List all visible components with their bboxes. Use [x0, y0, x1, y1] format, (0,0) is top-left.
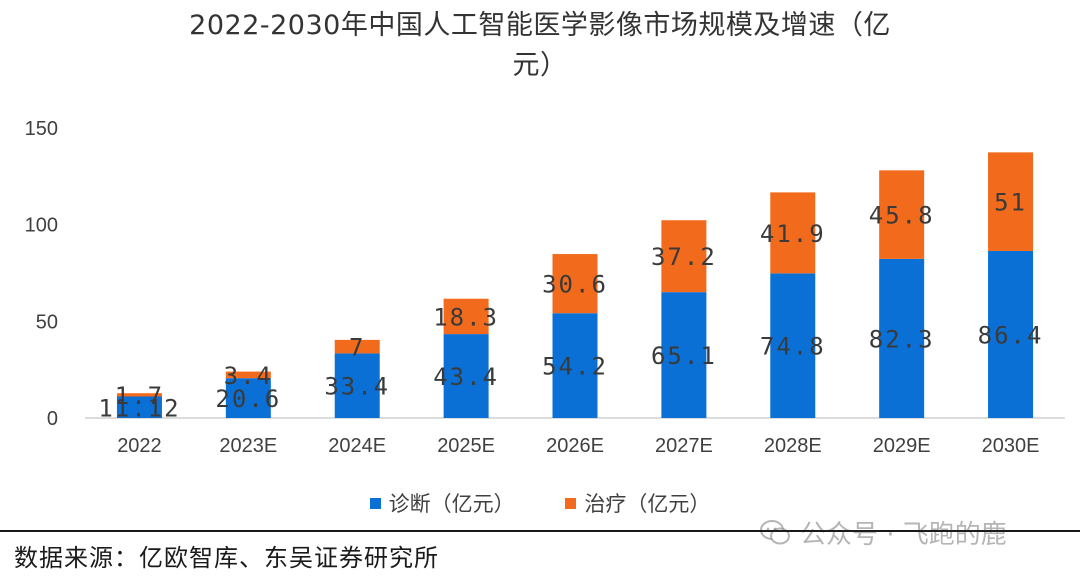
- bar-treatment: [661, 220, 707, 293]
- y-tick-label: 100: [25, 215, 58, 237]
- legend-label-diagnosis: 诊断（亿元）: [388, 492, 515, 516]
- data-labels: 11.121.7 20.63.4 33.4 7 43.4 18.3 54.2 30.6 65.1…: [98, 189, 1044, 423]
- bar-treatment: [225, 371, 271, 379]
- legend-swatch-diagnosis: [369, 497, 381, 509]
- bar-diagnosis: [116, 396, 162, 418]
- x-tick-label: 2029E: [873, 435, 931, 457]
- data-label-diagnosis: 33.4: [324, 373, 390, 401]
- legend-label-treatment: 治疗（亿元）: [584, 492, 711, 516]
- bar-treatment: [879, 170, 925, 259]
- bars: [116, 152, 1034, 418]
- bar-treatment: [770, 192, 816, 274]
- data-label-diagnosis: 20.6: [215, 385, 281, 413]
- watermark: 公众号 · 飞跑的鹿: [760, 514, 1007, 551]
- y-tick-label: 150: [25, 118, 58, 140]
- data-label-diagnosis: 82.3: [869, 325, 935, 353]
- data-label-treatment: 37.2: [651, 243, 717, 271]
- data-label-diagnosis: 43.4: [433, 363, 499, 391]
- chart-title-line1: 2022-2030年中国人工智能医学影像市场规模及增速（亿: [189, 10, 891, 41]
- data-label-treatment: 3.4: [224, 362, 273, 390]
- data-label-diagnosis: 65.1: [651, 342, 717, 370]
- data-label-diagnosis: 86.4: [978, 321, 1044, 349]
- data-label-treatment: 1.7: [115, 382, 164, 410]
- chart-title: 2022-2030年中国人工智能医学影像市场规模及增速（亿 元）: [0, 6, 1080, 86]
- data-label-treatment: 51: [994, 189, 1027, 217]
- bar-diagnosis: [770, 273, 816, 418]
- x-tick-label: 2028E: [764, 435, 822, 457]
- bar-treatment: [334, 339, 380, 354]
- source-note: 数据来源：亿欧智库、东吴证券研究所: [14, 544, 439, 572]
- bar-diagnosis: [988, 250, 1034, 418]
- bar-diagnosis: [879, 258, 925, 418]
- bar-diagnosis: [443, 334, 489, 418]
- bar-diagnosis: [334, 353, 380, 418]
- bar-diagnosis: [225, 378, 271, 418]
- bar-treatment: [443, 298, 489, 335]
- x-tick-label: 2022: [117, 435, 162, 457]
- bar-diagnosis: [661, 292, 707, 418]
- data-label-treatment: 7: [349, 334, 365, 362]
- y-axis: 0 50 100 150: [25, 118, 58, 430]
- bar-treatment: [988, 152, 1034, 251]
- x-tick-label: 2027E: [655, 435, 713, 457]
- legend-swatch-treatment: [565, 497, 577, 509]
- x-tick-label: 2030E: [982, 435, 1040, 457]
- x-axis: 2022 2023E 2024E 2025E 2026E 2027E 2028E 2029E 2…: [85, 417, 1065, 457]
- legend-item-treatment: 治疗（亿元）: [565, 488, 710, 518]
- legend: 诊断（亿元） 治疗（亿元）: [0, 488, 1080, 518]
- legend-item-diagnosis: 诊断（亿元）: [369, 488, 515, 518]
- watermark-text: 公众号 · 飞跑的鹿: [800, 520, 1007, 550]
- x-tick-label: 2024E: [328, 435, 386, 457]
- x-tick-label: 2023E: [219, 435, 277, 457]
- x-tick-label: 2026E: [546, 435, 604, 457]
- data-label-diagnosis: 54.2: [542, 353, 608, 381]
- data-label-diagnosis: 74.8: [760, 333, 826, 361]
- data-label-treatment: 41.9: [760, 220, 826, 248]
- data-label-treatment: 18.3: [433, 303, 499, 331]
- y-tick-label: 50: [36, 311, 58, 333]
- wechat-icon: [760, 519, 790, 544]
- bar-diagnosis: [552, 313, 598, 418]
- bar-treatment: [116, 393, 162, 397]
- data-label-treatment: 30.6: [542, 271, 608, 299]
- chart-title-line2: 元）: [512, 50, 568, 81]
- data-label-diagnosis: 11.12: [98, 394, 180, 422]
- x-tick-label: 2025E: [437, 435, 495, 457]
- y-tick-label: 0: [47, 408, 58, 430]
- data-label-treatment: 45.8: [869, 202, 935, 230]
- bar-treatment: [552, 254, 598, 314]
- divider: [0, 530, 1080, 532]
